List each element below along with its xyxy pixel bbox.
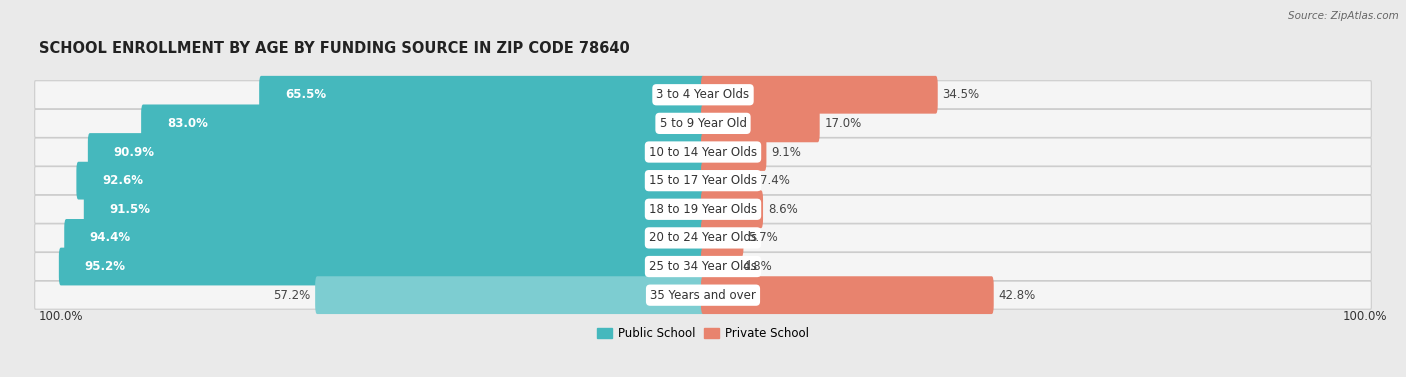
FancyBboxPatch shape xyxy=(35,224,1371,252)
Text: 18 to 19 Year Olds: 18 to 19 Year Olds xyxy=(650,203,756,216)
Text: 5.7%: 5.7% xyxy=(748,231,778,244)
Text: 90.9%: 90.9% xyxy=(114,146,155,158)
Text: 17.0%: 17.0% xyxy=(824,117,862,130)
FancyBboxPatch shape xyxy=(702,76,938,113)
Text: 20 to 24 Year Olds: 20 to 24 Year Olds xyxy=(650,231,756,244)
FancyBboxPatch shape xyxy=(35,167,1371,195)
Text: 25 to 34 Year Olds: 25 to 34 Year Olds xyxy=(650,260,756,273)
FancyBboxPatch shape xyxy=(702,190,763,228)
FancyBboxPatch shape xyxy=(35,253,1371,280)
FancyBboxPatch shape xyxy=(35,195,1371,223)
FancyBboxPatch shape xyxy=(87,133,704,171)
FancyBboxPatch shape xyxy=(35,281,1371,309)
Text: 92.6%: 92.6% xyxy=(103,174,143,187)
Text: 3 to 4 Year Olds: 3 to 4 Year Olds xyxy=(657,88,749,101)
FancyBboxPatch shape xyxy=(702,133,766,171)
Text: 94.4%: 94.4% xyxy=(90,231,131,244)
FancyBboxPatch shape xyxy=(76,162,704,199)
FancyBboxPatch shape xyxy=(702,276,994,314)
FancyBboxPatch shape xyxy=(141,104,704,142)
FancyBboxPatch shape xyxy=(35,81,1371,109)
Text: 8.6%: 8.6% xyxy=(768,203,797,216)
FancyBboxPatch shape xyxy=(315,276,704,314)
Text: 35 Years and over: 35 Years and over xyxy=(650,289,756,302)
Text: 15 to 17 Year Olds: 15 to 17 Year Olds xyxy=(650,174,756,187)
Text: 5 to 9 Year Old: 5 to 9 Year Old xyxy=(659,117,747,130)
Text: 9.1%: 9.1% xyxy=(770,146,801,158)
Text: 83.0%: 83.0% xyxy=(167,117,208,130)
Text: 100.0%: 100.0% xyxy=(1343,310,1388,323)
Text: 65.5%: 65.5% xyxy=(285,88,326,101)
FancyBboxPatch shape xyxy=(35,109,1371,137)
Text: SCHOOL ENROLLMENT BY AGE BY FUNDING SOURCE IN ZIP CODE 78640: SCHOOL ENROLLMENT BY AGE BY FUNDING SOUR… xyxy=(38,41,630,56)
Text: 100.0%: 100.0% xyxy=(38,310,83,323)
Text: 7.4%: 7.4% xyxy=(759,174,790,187)
FancyBboxPatch shape xyxy=(702,162,755,199)
FancyBboxPatch shape xyxy=(35,138,1371,166)
Text: 4.8%: 4.8% xyxy=(742,260,772,273)
FancyBboxPatch shape xyxy=(259,76,704,113)
Text: 34.5%: 34.5% xyxy=(942,88,980,101)
FancyBboxPatch shape xyxy=(702,248,737,285)
Text: 91.5%: 91.5% xyxy=(110,203,150,216)
Text: 10 to 14 Year Olds: 10 to 14 Year Olds xyxy=(650,146,756,158)
FancyBboxPatch shape xyxy=(65,219,704,257)
FancyBboxPatch shape xyxy=(702,219,744,257)
Text: 95.2%: 95.2% xyxy=(84,260,125,273)
FancyBboxPatch shape xyxy=(59,248,704,285)
FancyBboxPatch shape xyxy=(702,104,820,142)
Text: 42.8%: 42.8% xyxy=(998,289,1036,302)
Legend: Public School, Private School: Public School, Private School xyxy=(593,323,813,345)
FancyBboxPatch shape xyxy=(84,190,704,228)
Text: 57.2%: 57.2% xyxy=(273,289,311,302)
Text: Source: ZipAtlas.com: Source: ZipAtlas.com xyxy=(1288,11,1399,21)
